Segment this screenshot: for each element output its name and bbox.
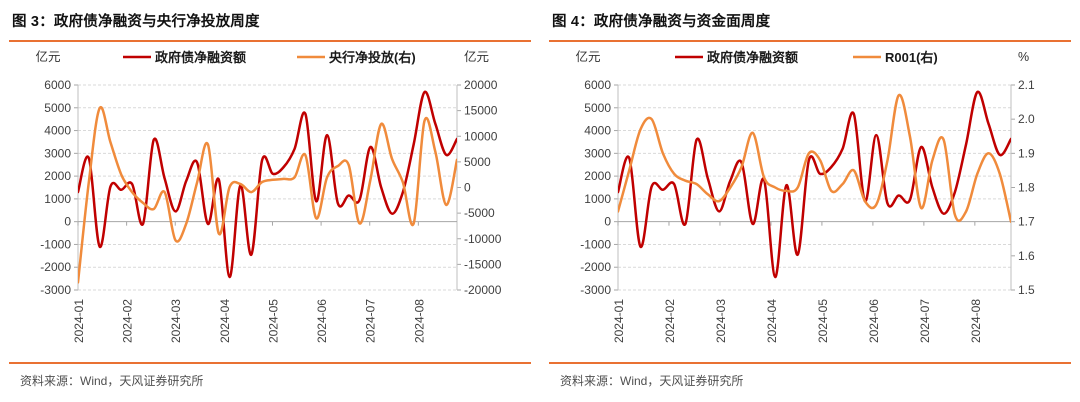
legend-label-1: R001(右) <box>885 50 938 65</box>
series-group <box>618 90 1011 279</box>
y-axis-left: 6000 5000 4000 3000 2000 1000 0 -1000 -2000 -3000 <box>580 78 619 297</box>
x-tick-label: 2024-06 <box>315 299 329 343</box>
svg-text:-1000: -1000 <box>580 237 611 251</box>
svg-text:-5000: -5000 <box>464 206 495 220</box>
legend: 政府债净融资额 央行净投放(右) <box>123 50 416 65</box>
svg-text:-10000: -10000 <box>464 232 502 246</box>
legend-label-1: 央行净投放(右) <box>329 50 416 65</box>
series-line-0 <box>618 90 1011 279</box>
svg-text:1.8: 1.8 <box>1018 181 1035 195</box>
x-tick-label: 2024-07 <box>918 299 932 343</box>
svg-text:1.9: 1.9 <box>1018 146 1035 160</box>
svg-text:6000: 6000 <box>44 78 71 92</box>
figure-3-source: 资料来源：Wind，天风证券研究所 <box>20 374 204 388</box>
left-axis-unit: 亿元 <box>35 49 60 64</box>
figure-3-footer-rule <box>9 362 531 364</box>
svg-text:5000: 5000 <box>44 101 71 115</box>
svg-text:-3000: -3000 <box>40 283 71 297</box>
svg-text:15000: 15000 <box>464 104 498 118</box>
svg-text:2000: 2000 <box>584 169 611 183</box>
x-tick-label: 2024-03 <box>714 299 728 343</box>
svg-text:-15000: -15000 <box>464 257 502 271</box>
x-tick-label: 2024-04 <box>218 299 232 343</box>
x-axis: 2024-01 2024-02 2024-03 2024-04 2024-05 2024-… <box>72 221 457 343</box>
series-group <box>78 90 457 284</box>
series-line-1 <box>618 93 1011 223</box>
figure-4-title-rule <box>549 40 1071 42</box>
legend: 政府债净融资额 R001(右) <box>675 50 938 65</box>
legend-label-0: 政府债净融资额 <box>707 50 798 65</box>
figure-4-panel: 图 4：政府债净融资与资金面周度 6000 5000 4000 3000 2000 100… <box>540 0 1080 389</box>
x-tick-label: 2024-05 <box>816 299 830 343</box>
series-line-0 <box>78 90 457 279</box>
legend-label-0: 政府债净融资额 <box>155 50 246 65</box>
x-tick-label: 2024-05 <box>266 299 280 343</box>
svg-text:2.0: 2.0 <box>1018 112 1035 126</box>
right-axis-unit: % <box>1018 50 1029 64</box>
figure-4-source: 资料来源：Wind，天风证券研究所 <box>560 374 744 388</box>
x-tick-label: 2024-03 <box>169 299 183 343</box>
x-tick-label: 2024-08 <box>412 299 426 343</box>
figure-4-title: 图 4：政府债净融资与资金面周度 <box>552 14 771 30</box>
x-tick-label: 2024-08 <box>969 299 983 343</box>
series-line-1 <box>78 105 457 284</box>
svg-text:-1000: -1000 <box>40 237 71 251</box>
x-tick-label: 2024-06 <box>867 299 881 343</box>
svg-text:3000: 3000 <box>44 146 71 160</box>
x-tick-label: 2024-07 <box>364 299 378 343</box>
svg-text:2000: 2000 <box>44 169 71 183</box>
svg-text:1.6: 1.6 <box>1018 249 1035 263</box>
gridlines <box>618 84 1011 291</box>
gridlines <box>78 84 457 291</box>
y-axis-right: 2.1 2.0 1.9 1.8 1.7 1.6 1.5 <box>1010 78 1035 297</box>
right-axis-unit: 亿元 <box>464 49 489 64</box>
svg-text:5000: 5000 <box>584 101 611 115</box>
x-tick-label: 2024-02 <box>121 299 135 343</box>
figure-3-title: 图 3：政府债净融资与央行净投放周度 <box>12 14 260 30</box>
x-tick-label: 2024-02 <box>663 299 677 343</box>
svg-text:-3000: -3000 <box>580 283 611 297</box>
y-axis-left: 6000 5000 4000 3000 2000 1000 0 -1000 -2000 -3000 <box>40 78 79 297</box>
figure-4-footer-rule <box>549 362 1071 364</box>
figure-3-chart: 6000500040003000200010000-1000-2000-3000… <box>35 49 502 343</box>
svg-text:4000: 4000 <box>584 124 611 138</box>
x-tick-label: 2024-01 <box>72 299 86 343</box>
svg-text:1000: 1000 <box>44 192 71 206</box>
x-tick-label: 2024-04 <box>765 299 779 343</box>
svg-text:5000: 5000 <box>464 155 491 169</box>
svg-text:10000: 10000 <box>464 129 498 143</box>
svg-text:1.5: 1.5 <box>1018 283 1035 297</box>
svg-text:6000: 6000 <box>584 78 611 92</box>
svg-text:0: 0 <box>604 215 611 229</box>
svg-text:2.1: 2.1 <box>1018 78 1035 92</box>
svg-text:3000: 3000 <box>584 146 611 160</box>
figure-3-panel: 图 3：政府债净融资与央行净投放周度 6000 5000 4000 3000 2000 1… <box>0 0 540 389</box>
y-axis-right: 20000 15000 10000 5000 0 -5000 -10000 -15000 -20… <box>456 78 502 297</box>
figure-3-title-rule <box>9 40 531 42</box>
svg-text:20000: 20000 <box>464 78 498 92</box>
x-axis: 2024-01 2024-02 2024-03 2024-04 2024-05 2024-… <box>612 221 1011 343</box>
left-axis-unit: 亿元 <box>575 49 600 64</box>
svg-text:4000: 4000 <box>44 124 71 138</box>
svg-text:-2000: -2000 <box>580 260 611 274</box>
svg-text:-20000: -20000 <box>464 283 502 297</box>
x-tick-label: 2024-01 <box>612 299 626 343</box>
figures-row: 图 3：政府债净融资与央行净投放周度 6000 5000 4000 3000 2000 1… <box>0 0 1080 389</box>
svg-text:-2000: -2000 <box>40 260 71 274</box>
figure-4-chart: 6000 5000 4000 3000 2000 1000 0 -1000 -2000 -3000… <box>575 49 1035 343</box>
svg-text:0: 0 <box>64 215 71 229</box>
svg-text:1.7: 1.7 <box>1018 215 1035 229</box>
svg-text:1000: 1000 <box>584 192 611 206</box>
svg-text:0: 0 <box>464 181 471 195</box>
